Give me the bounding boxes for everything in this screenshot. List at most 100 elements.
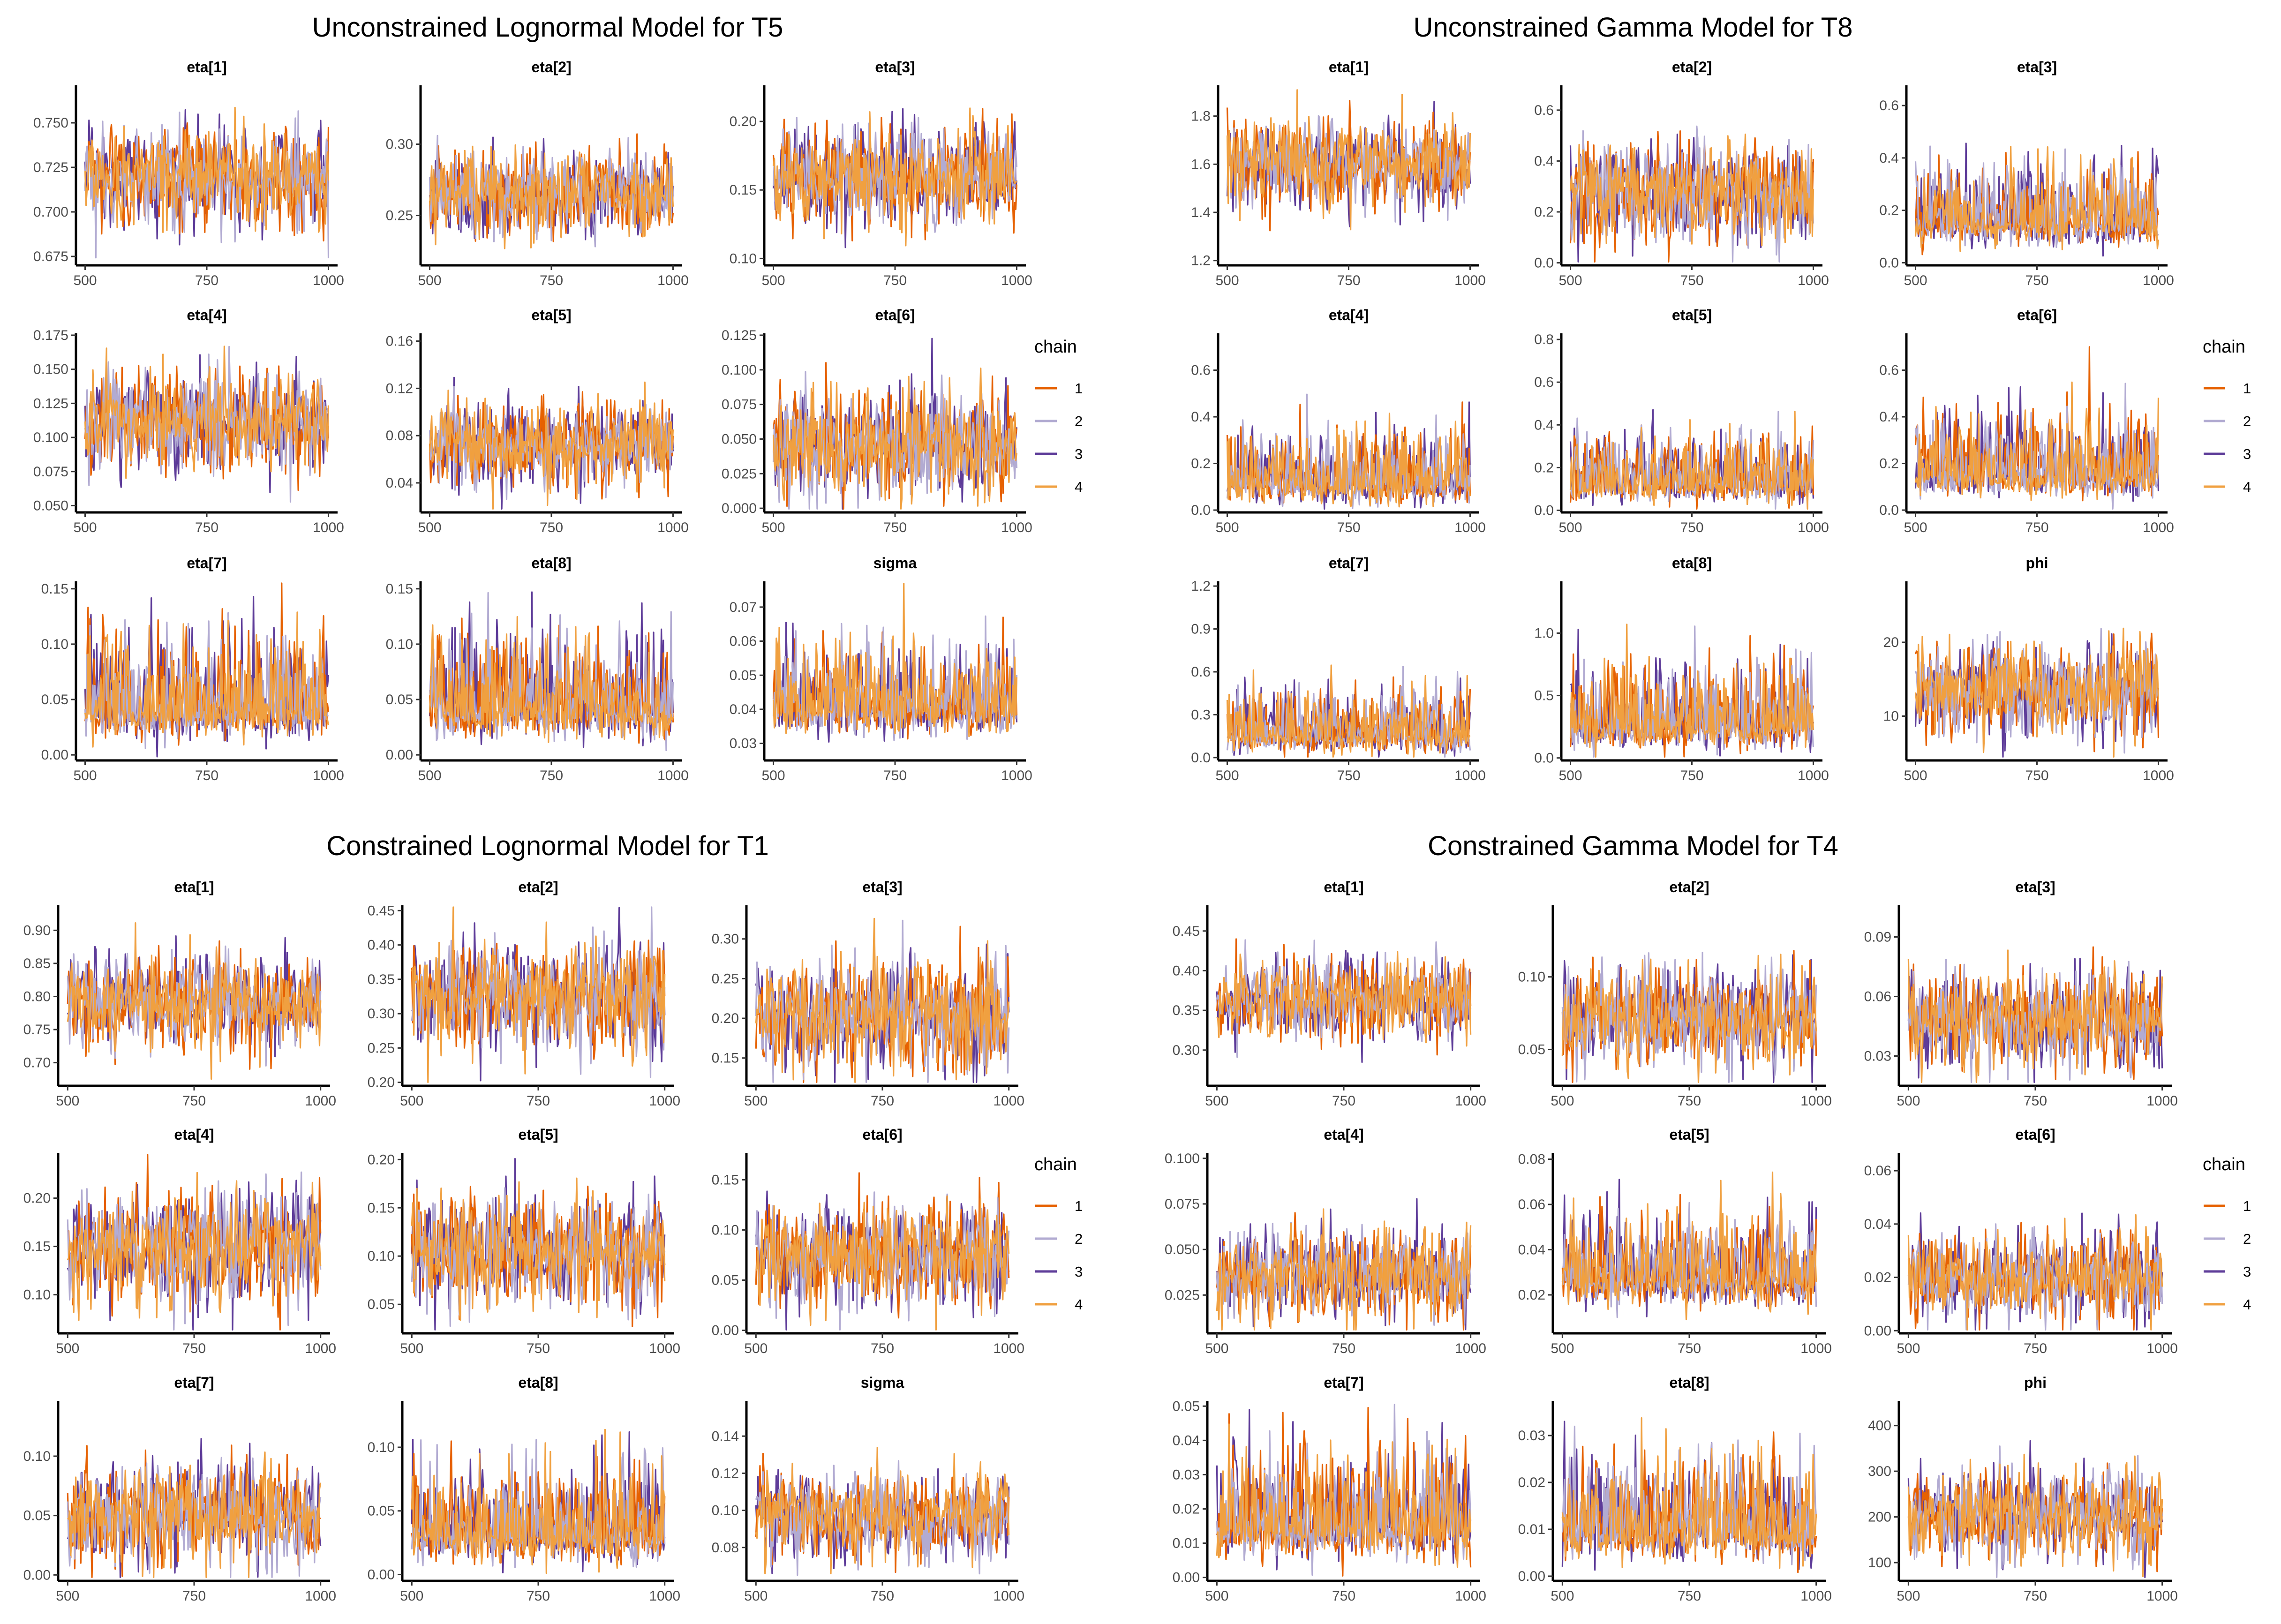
panel-title: Unconstrained Lognormal Model for T5	[312, 12, 783, 43]
x-tick-label: 1000	[1798, 520, 1829, 535]
facet-title: eta[8]	[1672, 555, 1712, 571]
y-tick-label: 1.8	[1191, 109, 1211, 124]
x-tick-label: 500	[73, 768, 97, 783]
y-tick-label: 0.04	[1864, 1217, 1891, 1232]
trace-lines	[1216, 938, 1472, 1063]
x-tick-label: 750	[1332, 1341, 1355, 1356]
y-tick-label: 0.25	[712, 971, 739, 986]
x-tick-label: 750	[2024, 1588, 2047, 1604]
y-tick-label: 0.6	[1534, 103, 1554, 118]
y-tick-label: 0.06	[1864, 1163, 1891, 1179]
x-tick-label: 1000	[1001, 768, 1032, 783]
trace-lines	[755, 1172, 1010, 1331]
y-tick-label: 0.00	[41, 747, 68, 763]
trace-chain-4	[1561, 1171, 1817, 1321]
x-tick-label: 750	[1680, 768, 1703, 783]
facet-title: eta[4]	[174, 1126, 214, 1143]
x-tick-label: 500	[1558, 520, 1582, 535]
y-tick-label: 0.40	[1173, 963, 1200, 978]
x-tick-label: 500	[1551, 1341, 1574, 1356]
trace-lines	[1561, 950, 1817, 1083]
trace-chain-4	[755, 1447, 1010, 1574]
panel-4: Constrained Gamma Model for T4 eta[1] 0.30…	[1165, 831, 2251, 1604]
y-tick-label: 0.15	[712, 1173, 739, 1188]
facet-title: eta[5]	[1669, 1126, 1709, 1143]
trace-chain-4	[67, 922, 322, 1080]
trace-chain-2	[84, 612, 329, 750]
x-tick-label: 1000	[305, 1093, 336, 1109]
trace-chain-2	[84, 110, 330, 259]
y-tick-label: 0.9	[1191, 622, 1211, 637]
y-tick-label: 0.01	[1518, 1522, 1545, 1537]
facet-title: eta[2]	[1669, 879, 1709, 895]
x-tick-label: 750	[527, 1588, 550, 1604]
trace-lines	[1216, 1404, 1472, 1577]
facet-title: eta[1]	[1329, 59, 1369, 75]
y-tick-label: 0.2	[1534, 204, 1554, 220]
y-tick-label: 0.08	[386, 428, 413, 444]
x-tick-label: 1000	[1001, 520, 1032, 535]
x-tick-label: 500	[744, 1588, 768, 1604]
facet-eta5: eta[5] 0.0 0.2 0.4 0.6 0.8 500 750 1000	[1534, 307, 1829, 535]
legend-label-chain-2: 2	[2243, 1231, 2251, 1247]
x-tick-label: 500	[1558, 273, 1582, 288]
facet-sigma: sigma 0.08 0.10 0.12 0.14 500 750 1000	[712, 1374, 1024, 1604]
y-tick-label: 0.125	[722, 328, 757, 343]
facet-eta7: eta[7] 0.00 0.01 0.02 0.03 0.04 0.05 500 750 1000	[1173, 1374, 1486, 1604]
x-tick-label: 1000	[2146, 1341, 2178, 1356]
facet-title: eta[6]	[875, 307, 915, 323]
x-tick-label: 1000	[1454, 520, 1486, 535]
trace-chain-4	[1561, 1417, 1817, 1569]
x-tick-label: 1000	[305, 1341, 336, 1356]
legend-label-chain-4: 4	[2243, 479, 2251, 495]
y-tick-label: 0.2	[1879, 203, 1899, 218]
trace-chain-4	[1569, 411, 1814, 510]
y-tick-label: 0.35	[368, 972, 395, 987]
y-tick-label: 0.0	[1879, 255, 1899, 271]
y-tick-label: 300	[1868, 1464, 1891, 1479]
facet-eta1: eta[1] 0.70 0.75 0.80 0.85 0.90 500 750 1000	[23, 879, 336, 1109]
facet-title: eta[4]	[1324, 1126, 1363, 1143]
x-tick-label: 1000	[313, 520, 344, 535]
y-tick-label: 0.675	[33, 249, 68, 264]
y-tick-label: 0.05	[1518, 1042, 1545, 1058]
y-tick-label: 0.07	[730, 600, 757, 615]
y-tick-label: 0.0	[1534, 256, 1554, 271]
x-tick-label: 500	[761, 520, 785, 535]
x-tick-label: 750	[182, 1341, 206, 1356]
y-tick-label: 0.10	[712, 1223, 739, 1238]
x-tick-label: 750	[1678, 1093, 1701, 1109]
y-tick-label: 0.04	[730, 702, 757, 717]
trace-chain-2	[67, 1457, 322, 1578]
trace-lines	[755, 1447, 1010, 1576]
trace-chain-2	[755, 1191, 1010, 1331]
x-tick-label: 500	[400, 1093, 423, 1109]
trace-lines	[1561, 1171, 1817, 1321]
trace-lines	[1914, 627, 2160, 758]
x-tick-label: 500	[56, 1341, 79, 1356]
trace-chain-4	[429, 616, 674, 743]
y-tick-label: 0.05	[368, 1504, 395, 1519]
y-tick-label: 0.80	[23, 989, 51, 1005]
x-tick-label: 750	[883, 273, 907, 288]
x-tick-label: 1000	[649, 1093, 680, 1109]
x-tick-label: 1000	[2143, 768, 2174, 783]
x-tick-label: 750	[540, 768, 563, 783]
y-tick-label: 0.10	[23, 1449, 51, 1464]
y-tick-label: 0.25	[368, 1040, 395, 1056]
x-tick-label: 1000	[305, 1588, 336, 1604]
x-tick-label: 750	[2024, 1341, 2047, 1356]
facet-title: eta[6]	[2017, 307, 2057, 323]
y-tick-label: 0.10	[23, 1287, 51, 1303]
trace-chain-4	[1561, 954, 1817, 1083]
legend-label-chain-2: 2	[2243, 413, 2251, 429]
trace-lines	[429, 591, 674, 752]
y-tick-label: 0.10	[368, 1248, 395, 1264]
y-tick-label: 0.12	[712, 1466, 739, 1481]
trace-lines	[67, 922, 322, 1080]
panel-1: Unconstrained Lognormal Model for T5 eta[…	[33, 12, 1083, 783]
facet-title: eta[1]	[174, 879, 214, 895]
x-tick-label: 750	[540, 273, 563, 288]
y-tick-label: 0.06	[1518, 1197, 1545, 1212]
facet-sigma: sigma 0.03 0.04 0.05 0.06 0.07 500 750 1000	[730, 555, 1032, 783]
